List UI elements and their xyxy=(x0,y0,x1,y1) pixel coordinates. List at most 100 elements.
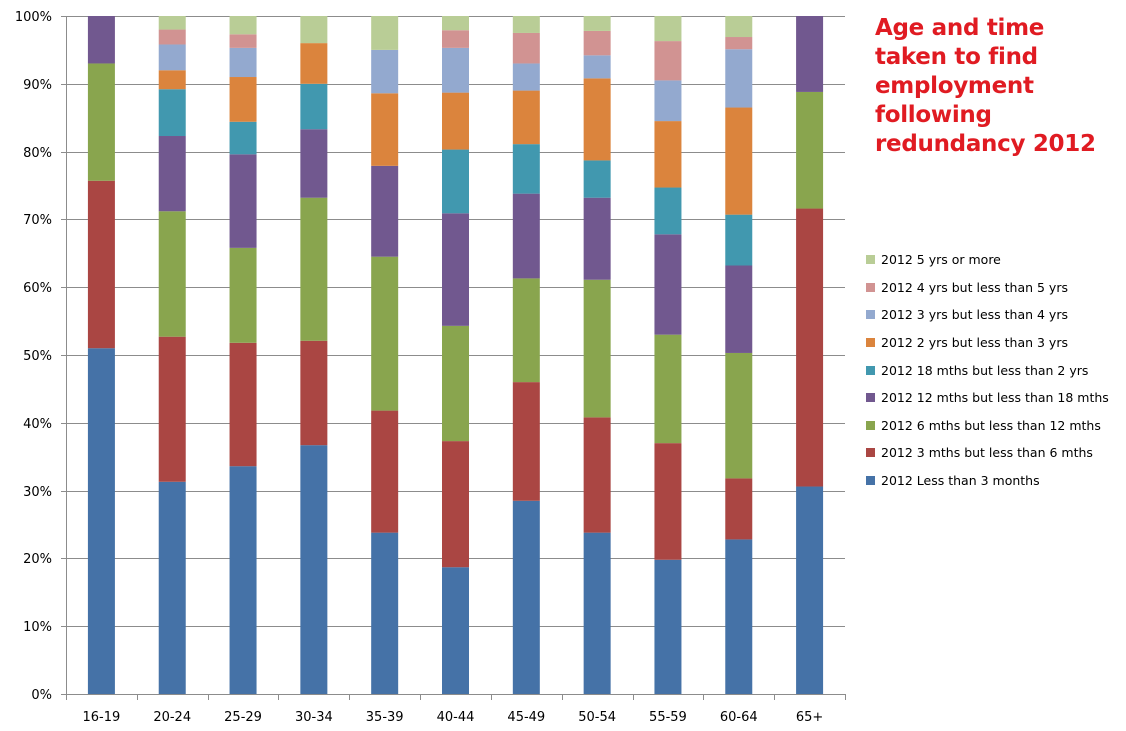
legend-label: 2012 3 yrs but less than 4 yrs xyxy=(881,307,1068,323)
legend-item: 2012 4 yrs but less than 5 yrs xyxy=(866,274,1109,302)
bar-segment xyxy=(725,478,753,540)
bar-segment xyxy=(654,559,682,694)
bar-segment xyxy=(158,70,186,90)
bar-segment xyxy=(229,121,257,155)
bar-segment xyxy=(229,342,257,467)
bar-segment xyxy=(158,481,186,694)
legend-item: 2012 6 mths but less than 12 mths xyxy=(866,412,1109,440)
bar-segment xyxy=(442,149,469,214)
bar-segment xyxy=(158,136,186,212)
legend-swatch xyxy=(866,365,875,375)
bar-segment xyxy=(300,129,328,198)
x-tick-label: 65+ xyxy=(796,710,823,725)
x-tick-label: 45-49 xyxy=(507,710,545,725)
bar-segment xyxy=(87,16,115,64)
legend-item: 2012 18 mths but less than 2 yrs xyxy=(866,356,1109,384)
bar-segment xyxy=(512,382,540,501)
bar-segment xyxy=(442,92,469,150)
y-tick-label: 10% xyxy=(23,620,52,635)
bar-segment xyxy=(87,348,115,694)
x-tick-label: 30-34 xyxy=(295,710,333,725)
bar-segment xyxy=(300,197,328,341)
x-tick-label: 50-54 xyxy=(578,710,616,725)
x-tick-label: 40-44 xyxy=(437,710,475,725)
axes: 0% 10% 20% 30% 40% 50% 60% 70% 80% 90% 100% 16-19 20… xyxy=(15,10,846,725)
bar-segment xyxy=(158,211,186,337)
bar-segment xyxy=(512,500,540,694)
bar-segment xyxy=(583,197,611,280)
bar-segment xyxy=(796,486,824,694)
y-tick-label: 70% xyxy=(23,213,52,228)
bar-segment xyxy=(229,34,257,48)
legend-swatch xyxy=(866,393,875,403)
bar-segment xyxy=(654,443,682,560)
y-tick-label: 40% xyxy=(23,417,52,432)
bar-segment xyxy=(371,49,399,94)
bar-segment xyxy=(583,16,611,31)
bar-segment xyxy=(442,441,469,568)
bar-segment xyxy=(654,121,682,188)
legend-label: 2012 Less than 3 months xyxy=(881,473,1040,489)
bar-segment xyxy=(87,63,115,181)
y-tick-label: 50% xyxy=(23,349,52,364)
legend-item: 2012 Less than 3 months xyxy=(866,467,1109,495)
bar-segment xyxy=(158,89,186,136)
legend-swatch xyxy=(866,420,875,430)
bar-segment xyxy=(300,445,328,694)
legend-item: 2012 5 yrs or more xyxy=(866,246,1109,274)
bar-segment xyxy=(725,352,753,479)
bar-segment xyxy=(725,49,753,108)
bar-segment xyxy=(654,187,682,235)
bar-segment xyxy=(512,16,540,33)
bar-segment xyxy=(371,16,399,50)
bar-segment xyxy=(442,213,469,326)
legend-swatch xyxy=(866,310,875,320)
legend-label: 2012 12 mths but less than 18 mths xyxy=(881,390,1109,406)
bar-segment xyxy=(158,16,186,30)
legend-item: 2012 3 mths but less than 6 mths xyxy=(866,439,1109,467)
bar-segment xyxy=(654,80,682,122)
bar-segment xyxy=(725,265,753,353)
bar-segment xyxy=(796,16,824,92)
bar-segment xyxy=(583,160,611,198)
x-tick-label: 16-19 xyxy=(83,710,121,725)
bar-segment xyxy=(442,47,469,93)
legend-swatch xyxy=(866,338,875,348)
bar-segment xyxy=(725,214,753,266)
bar-segment xyxy=(442,16,469,31)
bar-segment xyxy=(512,144,540,194)
y-tick-label: 60% xyxy=(23,281,52,296)
legend-label: 2012 18 mths but less than 2 yrs xyxy=(881,362,1089,378)
bar-segment xyxy=(442,30,469,48)
bar-segment xyxy=(442,567,469,694)
bar-segment xyxy=(654,41,682,81)
bar-segment xyxy=(583,30,611,56)
bar-segment xyxy=(229,77,257,122)
y-tick-label: 80% xyxy=(23,146,52,161)
bar-segment xyxy=(583,417,611,533)
bar-segment xyxy=(300,83,328,130)
bar-segment xyxy=(229,247,257,343)
legend-item: 2012 3 yrs but less than 4 yrs xyxy=(866,301,1109,329)
bar-segment xyxy=(725,107,753,215)
bar-segment xyxy=(512,90,540,145)
bars xyxy=(87,16,824,694)
bar-segment xyxy=(158,44,186,71)
y-tick-label: 100% xyxy=(15,10,52,25)
legend-label: 2012 2 yrs but less than 3 yrs xyxy=(881,335,1068,351)
y-tick-label: 20% xyxy=(23,552,52,567)
bar-segment xyxy=(512,32,540,64)
x-tick-label: 60-64 xyxy=(720,710,758,725)
y-tick-label: 30% xyxy=(23,485,52,500)
legend: 2012 5 yrs or more 2012 4 yrs but less th… xyxy=(866,246,1109,494)
legend-label: 2012 6 mths but less than 12 mths xyxy=(881,417,1101,433)
x-tick-label: 35-39 xyxy=(366,710,404,725)
bar-segment xyxy=(512,278,540,383)
legend-swatch xyxy=(866,282,875,292)
x-tick-label: 25-29 xyxy=(224,710,262,725)
bar-segment xyxy=(442,325,469,442)
bar-segment xyxy=(583,532,611,694)
chart-title: Age and time taken to find employment fo… xyxy=(875,15,1096,157)
bar-segment xyxy=(158,336,186,482)
bar-segment xyxy=(300,16,328,44)
